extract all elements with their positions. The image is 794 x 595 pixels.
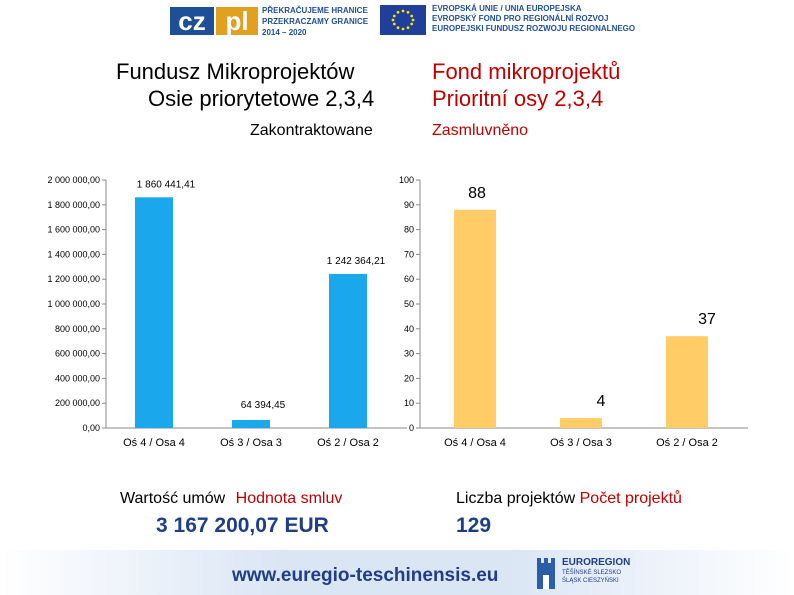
project-count-label: Liczba projektów Počet projektů bbox=[456, 490, 682, 508]
x-tick-label: Oś 2 / Osa 2 bbox=[656, 437, 718, 449]
y-tick-label: 0,00 bbox=[82, 423, 100, 433]
y-tick-label: 40 bbox=[404, 324, 414, 334]
czpl-logo: cz pl bbox=[170, 5, 258, 37]
header-bar: cz pl PŘEKRAČUJEME HRANICE PRZEKRACZAMY … bbox=[0, 0, 794, 42]
y-tick-label: 800 000,00 bbox=[55, 324, 100, 334]
charts-area: 0,00 200 000,00 400 000,00 600 000,00 800 00… bbox=[47, 175, 748, 449]
y-tick-label: 90 bbox=[404, 200, 414, 210]
project-count-label-cz: Počet projektů bbox=[579, 490, 682, 507]
y-tick-label: 600 000,00 bbox=[55, 349, 100, 359]
x-tick-label: Oś 4 / Osa 4 bbox=[444, 437, 506, 449]
title-polish: Fundusz Mikroprojektów Osie priorytetowe… bbox=[116, 59, 375, 111]
contract-value-label: Wartość umów Hodnota smluv bbox=[120, 490, 342, 508]
bar-value-label: 88 bbox=[468, 185, 486, 202]
bar-value-label: 1 860 441,41 bbox=[137, 179, 196, 190]
bar bbox=[329, 273, 367, 428]
bar bbox=[232, 420, 270, 428]
y-tick-label: 200 000,00 bbox=[55, 398, 100, 408]
y-tick-label: 1 800 000,00 bbox=[47, 200, 100, 210]
czpl-slogan: PŘEKRAČUJEME HRANICE PRZEKRACZAMY GRANIC… bbox=[262, 6, 369, 37]
eu-fund-text: EVROPSKÁ UNIE / UNIA EUROPEJSKA EVROPSKÝ… bbox=[432, 4, 636, 33]
x-tick-label: Oś 2 / Osa 2 bbox=[317, 437, 379, 449]
y-tick-label: 20 bbox=[404, 373, 414, 383]
y-tick-label: 30 bbox=[404, 349, 414, 359]
bar-value-label: 1 242 364,21 bbox=[327, 256, 386, 267]
bar bbox=[560, 418, 602, 428]
subtitle-polish: Zakontraktowane bbox=[250, 122, 373, 139]
bar-value-label: 64 394,45 bbox=[241, 400, 286, 411]
x-tick-label: Oś 4 / Osa 4 bbox=[123, 437, 185, 449]
y-tick-label: 2 000 000,00 bbox=[47, 175, 100, 185]
bar bbox=[666, 336, 708, 428]
y-tick-label: 0 bbox=[409, 423, 414, 433]
y-tick-label: 1 000 000,00 bbox=[47, 299, 100, 309]
contract-value-total: 3 167 200,07 EUR bbox=[156, 514, 329, 537]
title-czech: Fond mikroprojektů Prioritní osy 2,3,4 bbox=[432, 59, 621, 111]
y-tick-label: 1 400 000,00 bbox=[47, 249, 100, 259]
bar bbox=[454, 209, 496, 428]
footer-bar bbox=[0, 550, 794, 595]
euroregion-logo: EUROREGION TĚŠÍNSKÉ SLEZSKO ŚLĄSK CIESZY… bbox=[534, 555, 664, 591]
y-tick-label: 10 bbox=[404, 398, 414, 408]
contract-value-label-pl: Wartość umów bbox=[120, 490, 226, 507]
footer-url-link[interactable]: www.euregio-teschinensis.eu bbox=[232, 565, 499, 586]
y-tick-label: 70 bbox=[404, 249, 414, 259]
eu-flag-icon bbox=[380, 5, 426, 35]
project-count-total: 129 bbox=[456, 514, 492, 537]
bar bbox=[135, 197, 173, 428]
y-tick-label: 60 bbox=[404, 274, 414, 284]
project-count-label-pl: Liczba projektów bbox=[456, 490, 576, 507]
x-tick-label: Oś 3 / Osa 3 bbox=[220, 437, 282, 449]
y-tick-label: 400 000,00 bbox=[55, 373, 100, 383]
contract-value-label-cz: Hodnota smluv bbox=[235, 490, 343, 507]
bar-value-label: 4 bbox=[597, 393, 606, 410]
y-tick-label: 50 bbox=[404, 299, 414, 309]
y-tick-label: 80 bbox=[404, 225, 414, 235]
x-tick-label: Oś 3 / Osa 3 bbox=[550, 437, 612, 449]
y-tick-label: 100 bbox=[399, 175, 414, 185]
y-tick-label: 1 200 000,00 bbox=[47, 274, 100, 284]
bar-value-label: 37 bbox=[698, 311, 716, 328]
subtitle-czech: Zasmluvněno bbox=[432, 122, 529, 139]
euroregion-tower-icon bbox=[537, 558, 555, 589]
y-tick-label: 1 600 000,00 bbox=[47, 225, 100, 235]
